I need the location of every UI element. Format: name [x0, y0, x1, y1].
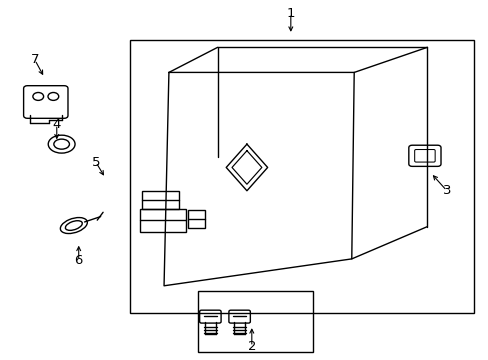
Bar: [142, 192, 178, 209]
Text: 7: 7: [31, 53, 39, 66]
Text: 1: 1: [286, 7, 294, 20]
Text: 2: 2: [247, 340, 256, 353]
Bar: [140, 209, 185, 232]
Bar: [130, 40, 473, 313]
Text: 6: 6: [74, 254, 83, 267]
Text: 3: 3: [442, 184, 450, 197]
Bar: [198, 291, 312, 352]
Text: 4: 4: [53, 118, 61, 131]
Bar: [187, 211, 204, 228]
Text: 5: 5: [91, 156, 100, 168]
